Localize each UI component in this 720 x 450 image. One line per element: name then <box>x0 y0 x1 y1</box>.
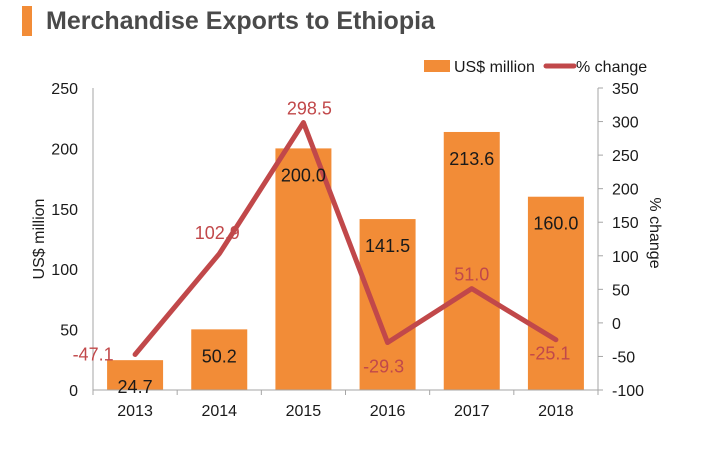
line-value-label: 298.5 <box>287 99 332 119</box>
bar-2016 <box>359 219 416 390</box>
y2-tick-label: 300 <box>612 115 639 132</box>
bars-layer <box>107 131 584 391</box>
line-layer <box>132 120 559 357</box>
y-tick-label: 0 <box>69 383 78 400</box>
bar-2018 <box>527 196 584 390</box>
y-tick-label: 200 <box>51 141 78 158</box>
legend-bar-swatch <box>424 60 450 72</box>
y2-tick-label: 0 <box>612 316 621 333</box>
y2-tick-label: -100 <box>612 383 644 400</box>
y2-tick-label: 50 <box>612 282 630 299</box>
line-value-label: 102.9 <box>195 223 240 243</box>
y2-axis-title: % change <box>646 197 663 268</box>
y-axis-title: US$ million <box>31 199 48 280</box>
y2-tick-label: 100 <box>612 249 639 266</box>
bar-value-label: 200.0 <box>281 165 326 185</box>
x-tick-label: 2017 <box>454 403 490 420</box>
bar-value-label: 141.5 <box>365 236 410 256</box>
line-value-label: 51.0 <box>454 265 489 285</box>
y-tick-label: 250 <box>51 81 78 98</box>
title-accent-bar <box>22 6 32 36</box>
line-value-label: -29.3 <box>363 357 404 377</box>
legend-bar-label: US$ million <box>454 59 535 76</box>
bar-value-label: 213.6 <box>449 149 494 169</box>
bar-2013 <box>107 360 164 390</box>
y-tick-label: 50 <box>60 323 78 340</box>
x-tick-label: 2014 <box>201 403 237 420</box>
labels-layer: 24.7 50.2 200.0 141.5 213.6 160.0 -47.1 102.9 29… <box>73 99 579 398</box>
y-tick-label: 150 <box>51 202 78 219</box>
x-tick-label: 2015 <box>286 403 322 420</box>
line-series-pct-change <box>132 120 559 357</box>
y2-tick-label: 350 <box>612 81 639 98</box>
y2-tick-label: 150 <box>612 215 639 232</box>
line-value-label: -47.1 <box>73 344 114 364</box>
x-tick-label: 2016 <box>370 403 406 420</box>
bar-2015 <box>275 148 332 390</box>
bar-2014 <box>191 329 248 390</box>
axes-layer: 0 50 100 150 200 250 -100 -50 0 50 100 150 200 250 300… <box>51 81 644 420</box>
bar-2017 <box>443 131 500 391</box>
line-value-label: -25.1 <box>529 344 570 364</box>
y2-tick-label: 250 <box>612 148 639 165</box>
y2-tick-label: 200 <box>612 182 639 199</box>
x-tick-label: 2018 <box>538 403 574 420</box>
y2-tick-label: -50 <box>612 349 635 366</box>
legend-line-label: % change <box>576 59 647 76</box>
bar-value-label: 160.0 <box>533 214 578 234</box>
bar-value-label: 50.2 <box>202 346 237 366</box>
y-tick-label: 100 <box>51 262 78 279</box>
chart-title: Merchandise Exports to Ethiopia <box>46 7 435 35</box>
legend: US$ million % change <box>424 59 647 76</box>
bar-value-label: 24.7 <box>118 377 153 397</box>
x-tick-label: 2013 <box>117 403 153 420</box>
